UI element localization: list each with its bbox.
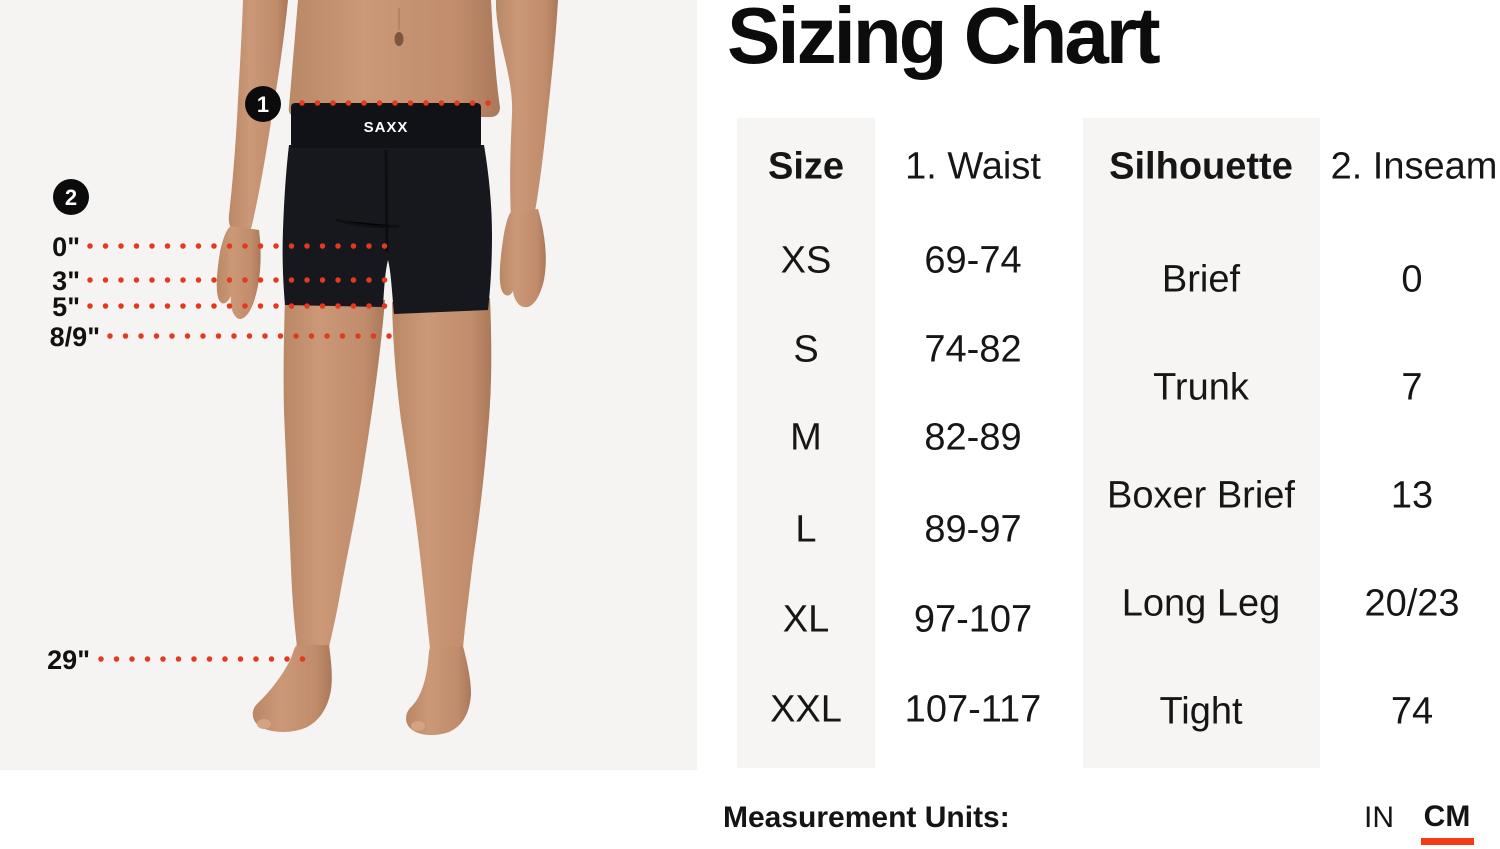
inseam-cell-long-leg: 20/23	[1364, 582, 1460, 625]
inseam-label-3: 3"	[52, 266, 80, 296]
silhouette-column-header: Silhouette	[1109, 145, 1293, 188]
left-foot	[252, 645, 332, 732]
inseam-label-0: 0"	[52, 232, 80, 262]
model-photo-panel: SAXX 1 2 0"	[0, 0, 697, 770]
silhouette-cell-boxer-brief: Boxer Brief	[1107, 474, 1295, 517]
unit-option-in[interactable]: IN	[1364, 801, 1394, 834]
size-column-background	[737, 118, 875, 768]
size-cell-l: L	[795, 508, 817, 551]
silhouette-column-background	[1083, 118, 1320, 768]
outseam-label-29: 29"	[47, 645, 90, 675]
silhouette-cell-tight: Tight	[1159, 690, 1243, 733]
size-cell-xl: XL	[782, 598, 830, 641]
measurement-annotations: 1 2 0" 3" 5" 8/9" 29"	[47, 86, 492, 675]
silhouette-cell-trunk: Trunk	[1153, 366, 1249, 409]
torso	[288, 0, 500, 117]
navel	[394, 32, 404, 46]
unit-option-cm[interactable]: CM	[1423, 800, 1471, 833]
left-leg	[283, 295, 385, 647]
person-illustration: SAXX	[216, 0, 558, 736]
inseam-cell-boxer-brief: 13	[1390, 474, 1434, 517]
silhouette-cell-long-leg: Long Leg	[1121, 582, 1281, 625]
inseam-cell-brief: 0	[1401, 258, 1423, 301]
right-foot	[406, 646, 471, 736]
model-photo-illustration: SAXX 1 2 0"	[47, 0, 558, 736]
left-hand	[216, 226, 261, 319]
waist-cell-xxl: 107-117	[904, 688, 1042, 731]
measurement-units-label: Measurement Units:	[723, 801, 1010, 834]
silhouette-cell-brief: Brief	[1161, 258, 1241, 301]
marker-2-number: 2	[65, 185, 77, 210]
waist-cell-l: 89-97	[924, 508, 1022, 551]
size-cell-m: M	[790, 416, 822, 459]
inseam-label-5: 5"	[52, 292, 80, 322]
marker-2-circle	[53, 179, 89, 215]
inseam-cell-trunk: 7	[1401, 366, 1423, 409]
waist-cell-s: 74-82	[924, 328, 1022, 371]
marker-1-circle	[245, 86, 281, 122]
waist-cell-xs: 69-74	[924, 239, 1022, 282]
right-hand	[499, 209, 546, 308]
saxx-waistband-logo: SAXX	[364, 119, 409, 136]
boxer-fly-seam	[335, 218, 400, 228]
waist-cell-m: 82-89	[924, 416, 1022, 459]
waist-cell-xl: 97-107	[913, 598, 1033, 641]
size-cell-xs: XS	[780, 239, 832, 282]
size-column-header: Size	[767, 145, 845, 188]
cm-selected-underline	[1421, 838, 1474, 845]
right-arm	[495, 0, 558, 236]
right-leg	[392, 298, 492, 649]
inseam-label-89: 8/9"	[50, 322, 100, 352]
waist-column-header: 1. Waist	[905, 145, 1041, 188]
size-cell-s: S	[793, 328, 819, 371]
inseam-column-header: 2. Inseam	[1330, 145, 1498, 188]
size-cell-xxl: XXL	[770, 688, 842, 731]
left-foot-toe	[257, 719, 271, 729]
marker-1-number: 1	[257, 92, 269, 117]
boxer-waistband	[291, 103, 481, 148]
right-foot-toe	[411, 721, 425, 731]
page-title: Sizing Chart	[727, 0, 1161, 80]
inseam-cell-tight: 74	[1390, 690, 1434, 733]
boxer-center-seam	[384, 149, 389, 253]
